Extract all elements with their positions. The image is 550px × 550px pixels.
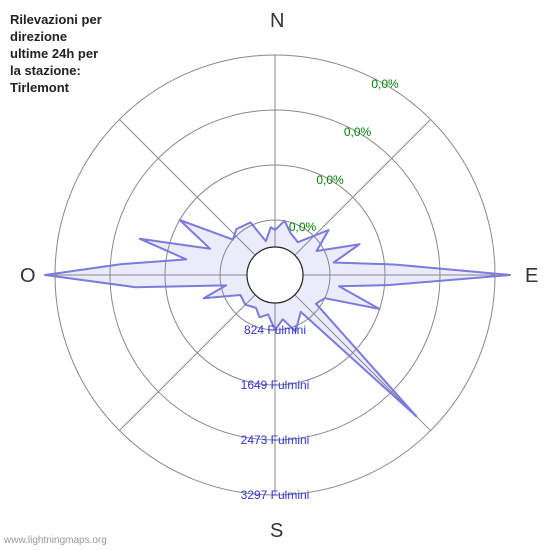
ring-top-label: 0,0% bbox=[289, 220, 316, 234]
cardinal-south: S bbox=[270, 520, 283, 543]
ring-top-label: 0,0% bbox=[344, 125, 371, 139]
ring-top-label: 0,0% bbox=[316, 173, 343, 187]
ring-bottom-label: 3297 Fulmini bbox=[241, 488, 310, 502]
cardinal-north: N bbox=[270, 10, 284, 33]
ring-top-label: 0,0% bbox=[371, 77, 398, 91]
ring-bottom-label: 2473 Fulmini bbox=[241, 433, 310, 447]
chart-title: Rilevazioni perdirezioneultime 24h perla… bbox=[10, 12, 102, 96]
ring-bottom-label: 824 Fulmini bbox=[244, 323, 306, 337]
cardinal-east: E bbox=[525, 265, 538, 288]
cardinal-west: O bbox=[20, 265, 36, 288]
footer-attribution: www.lightningmaps.org bbox=[4, 535, 107, 546]
ring-bottom-label: 1649 Fulmini bbox=[241, 378, 310, 392]
polar-chart-container: { "title_lines": ["Rilevazioni per", "di… bbox=[0, 0, 550, 550]
